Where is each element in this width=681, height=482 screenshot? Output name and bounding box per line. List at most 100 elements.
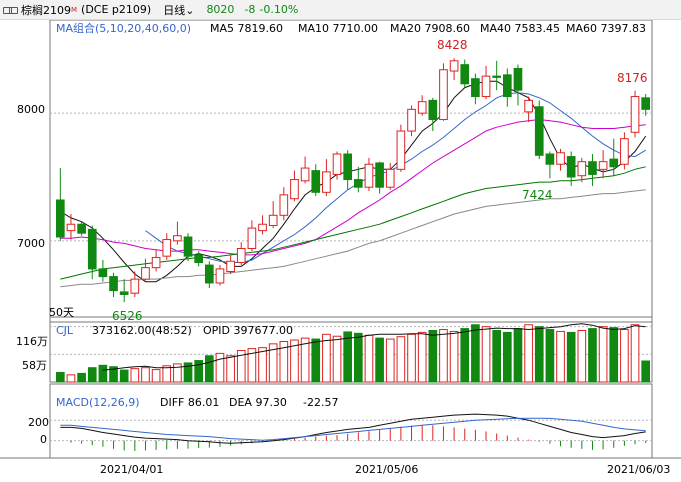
- candle: [279, 187, 289, 221]
- candle-body: [577, 161, 587, 177]
- volume-bar: [311, 338, 321, 383]
- volume-bar: [162, 365, 172, 383]
- volume-bar: [385, 338, 395, 383]
- ma-line-ma10: [145, 92, 646, 263]
- candle-body: [566, 156, 576, 178]
- candle: [428, 97, 438, 132]
- candle: [630, 90, 640, 138]
- candle-body: [364, 163, 374, 188]
- candle-body: [173, 235, 182, 242]
- candle: [258, 215, 267, 235]
- candle-body: [332, 153, 342, 175]
- candle: [183, 233, 193, 262]
- candle-body: [247, 227, 257, 249]
- date-label-3: 2021/06/03: [607, 463, 670, 476]
- volume-bar: [545, 329, 555, 383]
- candle: [77, 221, 86, 236]
- recent-high-annotation: 8176: [617, 71, 648, 85]
- cjl-volume: 373162.00(48:52): [92, 324, 192, 337]
- volume-bar: [173, 363, 182, 383]
- candle-body: [343, 153, 353, 181]
- volume-bar: [353, 332, 363, 383]
- candle: [226, 254, 235, 275]
- candle: [236, 242, 246, 266]
- volume-bar: [109, 366, 118, 383]
- candle-body: [460, 64, 470, 85]
- vol-axis-58: 58万: [22, 359, 47, 372]
- volume-bar: [492, 329, 502, 383]
- candle: [204, 261, 214, 289]
- volume-bar: [460, 328, 470, 383]
- candle: [268, 201, 278, 229]
- candle-body: [226, 260, 235, 272]
- candle-body: [353, 179, 363, 188]
- macd-legend-label[interactable]: MACD(12,26,9): [56, 396, 140, 409]
- volume-bar: [141, 367, 150, 383]
- volume-bar: [332, 335, 342, 383]
- candle: [598, 150, 608, 179]
- macd-diff: DIFF 86.01: [160, 396, 219, 409]
- title-bar: 棕榈2109 M (DCE p2109) 日线⌄ 8020 -8 -0.10%: [0, 0, 681, 20]
- ma10-legend: MA10 7710.00: [298, 22, 378, 35]
- candle: [353, 166, 363, 193]
- date-label-1: 2021/04/01: [100, 463, 163, 476]
- candle: [641, 94, 651, 116]
- cjl-legend-label[interactable]: CJL: [56, 324, 74, 337]
- candle-body: [449, 60, 459, 72]
- volume-bar: [268, 343, 278, 383]
- volume-ma-line: [102, 323, 646, 371]
- candle: [151, 249, 161, 272]
- candle: [513, 64, 523, 106]
- ma60-legend: MA60 7397.83: [566, 22, 646, 35]
- candle-body: [481, 75, 491, 98]
- volume-bar: [577, 329, 587, 383]
- candle-body: [471, 78, 480, 98]
- candle-body: [641, 97, 651, 110]
- link-icon[interactable]: [3, 6, 18, 14]
- volume-bar: [449, 330, 459, 383]
- volume-bar: [130, 368, 140, 383]
- candle: [460, 59, 470, 88]
- macd-dea-line: [60, 417, 646, 441]
- candle-body: [492, 75, 502, 78]
- candle-body: [151, 256, 161, 269]
- candle: [588, 154, 597, 186]
- contract-code: (DCE p2109): [81, 3, 152, 16]
- candle: [439, 63, 448, 121]
- price-axis-7000: 7000: [17, 237, 45, 250]
- candle-body: [428, 99, 438, 121]
- ma-line-ma60: [60, 189, 646, 288]
- volume-bar: [204, 355, 214, 383]
- candle: [449, 58, 459, 80]
- candle: [375, 161, 384, 194]
- volume-bar: [502, 331, 512, 383]
- volume-bar: [524, 324, 533, 383]
- ma-line-ma20: [60, 118, 646, 256]
- candle: [407, 105, 416, 137]
- volume-bar: [364, 334, 374, 383]
- volume-bar: [183, 362, 193, 383]
- candle-body: [598, 161, 608, 170]
- volume-bar: [98, 364, 108, 383]
- volume-bar: [215, 352, 225, 383]
- candle: [556, 148, 565, 171]
- candle-body: [55, 199, 65, 238]
- period-selector[interactable]: 日线⌄: [163, 3, 195, 17]
- moving-average-lines: [60, 80, 647, 288]
- volume-bar: [300, 337, 310, 383]
- candle: [481, 65, 491, 100]
- kline-chart[interactable]: MA组合(5,10,20,40,60,0) MA5 7819.60 MA10 7…: [0, 20, 681, 482]
- ma-legend-label[interactable]: MA组合(5,10,20,40,60,0): [56, 21, 191, 35]
- candlesticks: [55, 58, 651, 303]
- volume-bar: [119, 369, 129, 383]
- volume-bar: [151, 369, 161, 383]
- volume-bar: [588, 328, 597, 383]
- candle: [130, 271, 140, 298]
- days-label: 50天: [49, 306, 74, 319]
- chart-frames: [0, 20, 681, 459]
- panel-frame: [49, 383, 653, 459]
- volume-bar: [620, 329, 629, 383]
- candle: [545, 151, 555, 179]
- candle: [215, 265, 225, 286]
- candle: [332, 151, 342, 180]
